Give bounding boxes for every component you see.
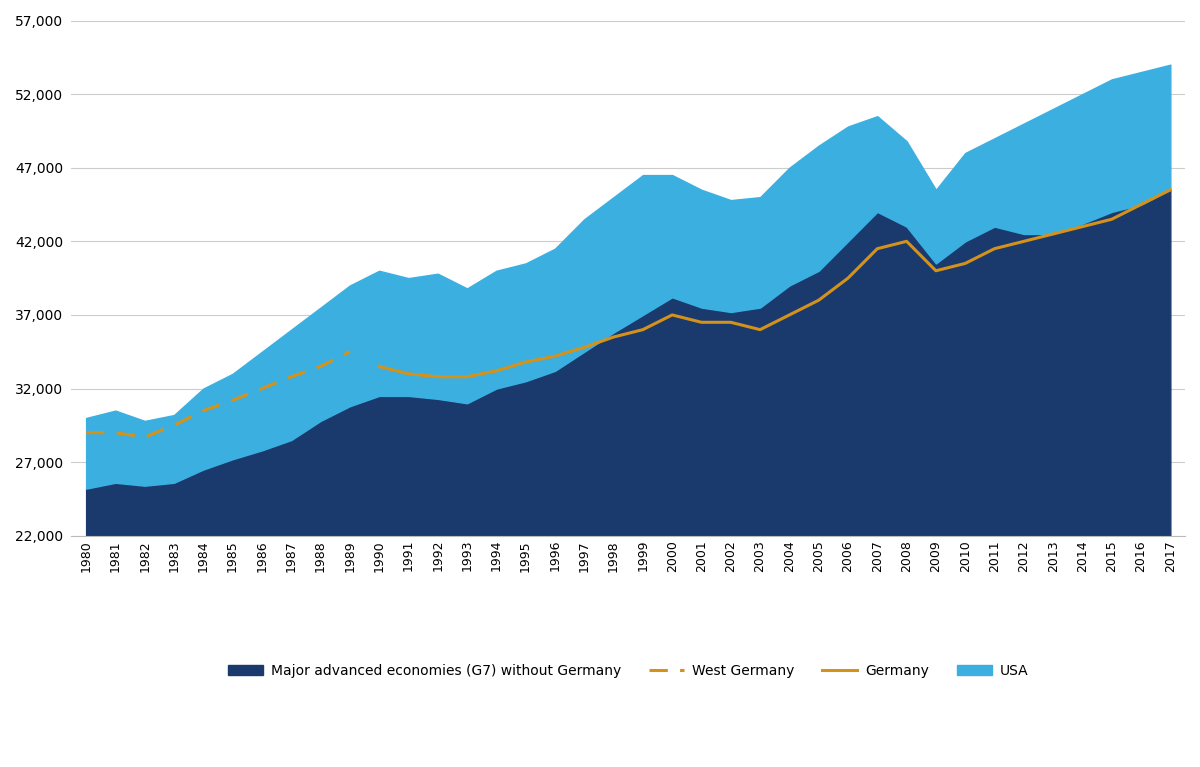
Legend: Major advanced economies (G7) without Germany, West Germany, Germany, USA: Major advanced economies (G7) without Ge… <box>222 658 1034 683</box>
